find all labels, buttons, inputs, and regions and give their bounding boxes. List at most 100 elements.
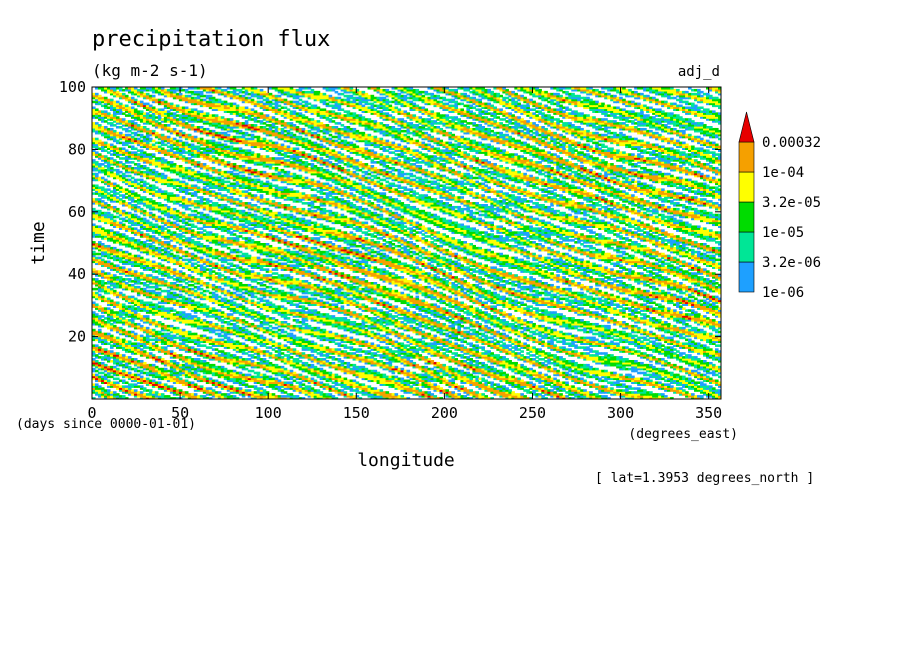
field-cell xyxy=(715,348,719,351)
field-cell xyxy=(188,331,192,334)
field-cell xyxy=(595,368,599,371)
field-cell xyxy=(475,376,479,379)
field-cell xyxy=(269,339,273,342)
field-cell xyxy=(386,391,390,394)
field-cell xyxy=(514,339,518,342)
field-cell xyxy=(604,352,608,355)
field-cell xyxy=(395,341,399,344)
field-cell xyxy=(293,348,297,351)
field-cell xyxy=(562,346,566,349)
chart-units: (kg m-2 s-1) xyxy=(92,61,208,80)
field-cell xyxy=(107,333,111,336)
field-cell xyxy=(158,356,162,359)
field-cell xyxy=(589,391,593,394)
field-cell xyxy=(604,395,608,398)
field-cell xyxy=(155,391,159,394)
field-cell xyxy=(383,374,387,377)
field-cell xyxy=(631,348,635,351)
field-cell xyxy=(101,362,105,365)
field-cell xyxy=(574,376,578,379)
field-cell xyxy=(326,383,330,386)
field-cell xyxy=(221,381,225,384)
field-cell xyxy=(643,352,647,355)
field-cell xyxy=(427,333,431,336)
field-cell xyxy=(134,389,138,392)
field-cell xyxy=(661,358,665,361)
field-cell xyxy=(344,344,348,347)
field-cell xyxy=(296,395,300,398)
field-cell xyxy=(496,383,500,386)
field-cell xyxy=(260,335,264,338)
field-cell xyxy=(571,385,575,388)
field-cell xyxy=(466,372,470,375)
field-cell xyxy=(676,341,680,344)
field-cell xyxy=(209,352,213,355)
field-cell xyxy=(442,364,446,367)
field-cell xyxy=(350,393,354,396)
field-cell xyxy=(203,350,207,353)
field-cell xyxy=(185,380,189,383)
field-cell xyxy=(371,331,375,334)
field-cell xyxy=(209,378,213,381)
field-cell xyxy=(362,383,366,386)
field-cell xyxy=(377,333,381,336)
field-cell xyxy=(377,344,381,347)
field-cell xyxy=(308,385,312,388)
field-cell xyxy=(326,346,330,349)
field-cell xyxy=(122,380,126,383)
field-cell xyxy=(128,372,132,375)
field-cell xyxy=(380,389,384,392)
field-cell xyxy=(628,374,632,377)
field-cell xyxy=(610,387,614,390)
field-cell xyxy=(272,393,276,396)
field-cell xyxy=(311,364,315,367)
field-cell xyxy=(457,393,461,396)
field-cell xyxy=(203,360,207,363)
plot-area xyxy=(92,87,722,400)
field-cell xyxy=(173,360,177,363)
field-cell xyxy=(257,372,261,375)
field-cell xyxy=(254,333,258,336)
field-cell xyxy=(170,350,174,353)
field-cell xyxy=(161,393,165,396)
field-cell xyxy=(254,385,258,388)
field-cell xyxy=(329,372,333,375)
field-cell xyxy=(634,335,638,338)
field-cell xyxy=(481,393,485,396)
field-cell xyxy=(194,333,198,336)
field-cell xyxy=(407,335,411,338)
field-cell xyxy=(487,350,491,353)
field-cell xyxy=(709,333,713,336)
field-cell xyxy=(395,366,399,369)
field-cell xyxy=(571,360,575,363)
field-cell xyxy=(335,333,339,336)
field-cell xyxy=(209,337,213,340)
field-cell xyxy=(475,360,479,363)
field-cell xyxy=(110,350,114,353)
field-cell xyxy=(523,342,527,345)
field-cell xyxy=(433,383,437,386)
field-cell xyxy=(407,370,411,373)
field-cell xyxy=(344,350,348,353)
field-cell xyxy=(395,376,399,379)
field-cell xyxy=(122,339,126,342)
field-cell xyxy=(694,356,698,359)
field-cell xyxy=(338,358,342,361)
field-cell xyxy=(329,331,333,334)
field-cell xyxy=(113,391,117,394)
field-cell xyxy=(152,380,156,383)
field-cell xyxy=(131,331,135,334)
field-cell xyxy=(661,393,665,396)
field-cell xyxy=(212,364,216,367)
field-cell xyxy=(586,364,590,367)
field-cell xyxy=(658,342,662,345)
field-cell xyxy=(619,356,623,359)
field-cell xyxy=(595,383,599,386)
field-cell xyxy=(380,360,384,363)
field-cell xyxy=(401,333,405,336)
field-cell xyxy=(332,356,336,359)
field-cell xyxy=(574,350,578,353)
field-cell xyxy=(278,342,282,345)
field-cell xyxy=(149,352,153,355)
field-cell xyxy=(583,389,587,392)
